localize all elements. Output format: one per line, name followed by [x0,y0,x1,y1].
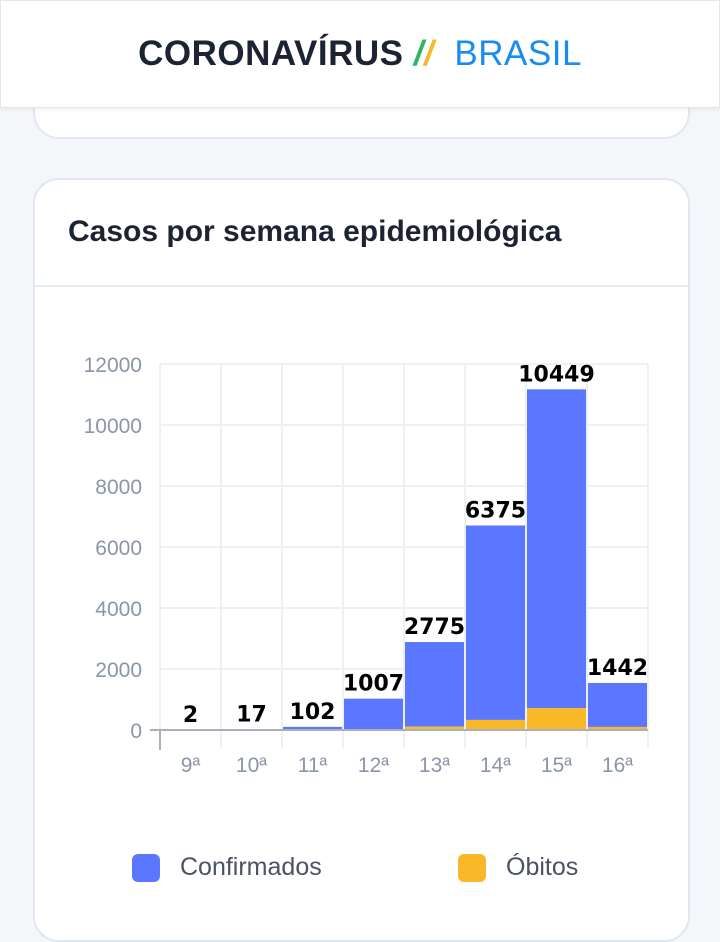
y-tick-label: 2000 [95,659,142,682]
bar-deaths [527,708,586,730]
x-tick-label: 9ª [181,754,201,777]
data-label: 1442 [587,656,648,681]
x-tick-label: 13ª [419,754,450,777]
bar-confirmed [344,699,403,730]
logo-country: BRASIL [454,34,582,73]
x-tick-label: 15ª [541,754,572,777]
legend-swatch-confirmed [132,854,160,882]
data-label: 102 [290,700,336,725]
y-tick-label: 8000 [95,476,142,499]
logo[interactable]: CORONAVÍRUS // BRASIL [138,34,582,74]
bar-deaths [466,720,525,730]
legend-label-confirmed: Confirmados [180,853,322,882]
logo-slash-green: / [414,34,424,73]
x-tick-label: 11ª [298,754,328,777]
x-tick-label: 16ª [602,754,633,777]
y-tick-label: 4000 [95,598,142,621]
logo-slash-yellow: / [424,34,434,73]
weekly-cases-chart: 0 2000 4000 6000 8000 10000 12000 2 9ª 17 10ª 102 11… [0,0,720,920]
x-tick-label: 14ª [480,754,511,777]
bar-confirmed [527,389,586,708]
bar-confirmed [588,683,647,727]
y-tick-label: 0 [130,720,142,743]
bar-confirmed [466,525,525,719]
logo-title: CORONAVÍRUS [138,34,403,73]
legend-confirmed[interactable]: Confirmados [132,853,322,882]
bar-confirmed [405,642,464,727]
data-label: 2775 [404,615,465,640]
x-tick-label: 12ª [358,754,389,777]
y-tick-label: 10000 [84,415,142,438]
data-label: 2 [183,703,198,728]
legend-label-deaths: Óbitos [506,853,578,882]
data-label: 6375 [465,498,526,523]
y-tick-label: 6000 [95,537,142,560]
data-label: 10449 [518,362,595,387]
legend-deaths[interactable]: Óbitos [458,853,578,882]
data-label: 1007 [343,672,404,697]
legend-swatch-deaths [458,854,486,882]
y-tick-label: 12000 [84,354,142,377]
app-header: CORONAVÍRUS // BRASIL [0,0,720,108]
x-tick-label: 10ª [236,754,267,777]
data-label: 17 [236,702,267,727]
